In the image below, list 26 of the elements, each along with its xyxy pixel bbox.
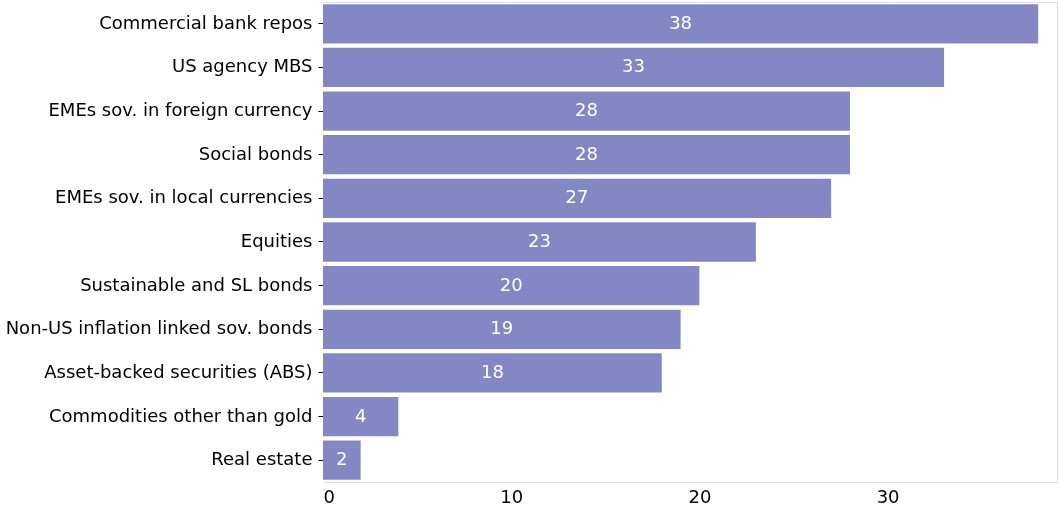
y-tick-label: EMEs sov. in local currencies — [55, 186, 313, 208]
data-label: 20 — [499, 273, 523, 295]
data-label: 4 — [354, 404, 367, 426]
data-label: 19 — [490, 317, 514, 339]
x-tick-label: 10 — [500, 485, 524, 507]
x-tick-label: 20 — [688, 485, 712, 507]
data-label: 27 — [565, 186, 589, 208]
y-tick-label: EMEs sov. in foreign currency — [48, 99, 313, 121]
y-tick-label: Non-US inflation linked sov. bonds — [5, 317, 313, 339]
data-label: 28 — [575, 142, 598, 164]
data-label: 23 — [527, 230, 551, 251]
data-label: 28 — [575, 99, 598, 121]
y-tick-label: Commercial bank repos — [99, 11, 313, 33]
data-label: 2 — [336, 448, 348, 470]
data-label: 18 — [480, 360, 504, 382]
y-tick-label: Real estate — [211, 448, 313, 470]
y-tick-label: Sustainable and SL bonds — [80, 273, 313, 295]
x-tick-label: 30 — [876, 485, 900, 507]
data-label: 38 — [669, 11, 693, 33]
data-label: 33 — [622, 55, 645, 77]
y-tick-label: US agency MBS — [171, 55, 313, 77]
y-tick-label: Equities — [240, 230, 313, 251]
x-tick-label: 0 — [323, 485, 335, 507]
y-tick-label: Commodities other than gold — [49, 404, 313, 426]
y-tick-label: Social bonds — [198, 142, 313, 164]
y-tick-label: Asset-backed securities (ABS) — [44, 360, 313, 382]
